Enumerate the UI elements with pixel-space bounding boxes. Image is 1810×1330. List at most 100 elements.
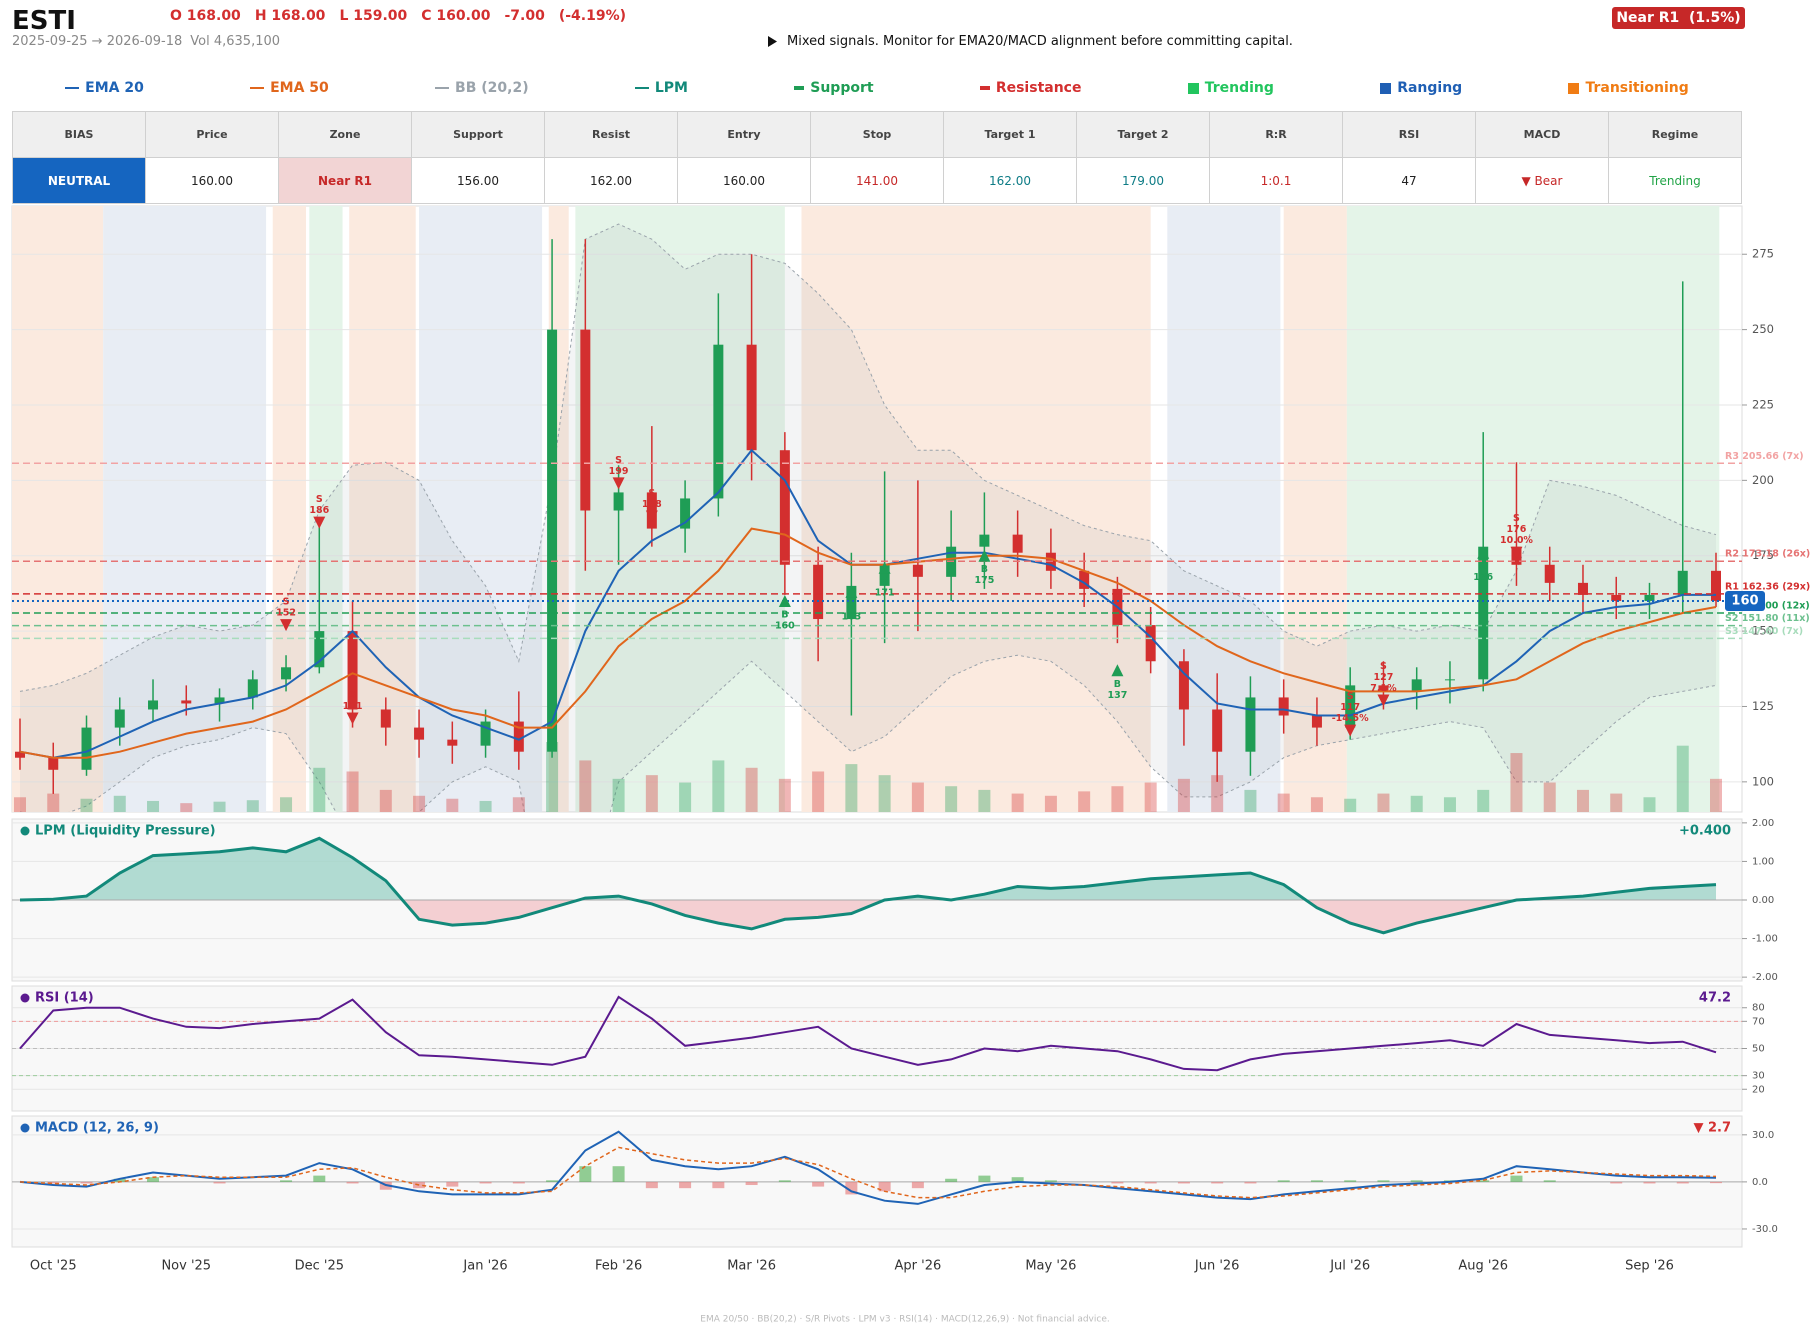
candle-body [347, 631, 358, 710]
histogram-bar [512, 1181, 525, 1184]
legend-item: BB (20,2) [435, 80, 529, 96]
current-value: +0.400 [1679, 824, 1731, 839]
title-dot [20, 993, 30, 1003]
histogram-bar [812, 1181, 825, 1187]
y-tick-label: 80 [1752, 1003, 1765, 1014]
signal-label: S [349, 690, 356, 701]
histogram-bar [778, 1180, 791, 1182]
signal-label: 127 [1374, 672, 1394, 683]
histogram-bar [645, 1181, 658, 1189]
volume-bar [379, 789, 392, 812]
date-range: 2025-09-25 → 2026-09-18 [12, 34, 183, 49]
legend-item: Transitioning [1568, 80, 1689, 96]
volume-bar [1211, 775, 1224, 812]
signal-label: B [781, 609, 788, 620]
candle-body [1711, 570, 1721, 601]
signal-label: 137 [1107, 690, 1127, 701]
volume-bar [413, 795, 426, 812]
bollinger-line [19, 223, 1717, 692]
sell-marker [1510, 546, 1523, 559]
candle-body [1444, 679, 1455, 681]
candle-body [912, 564, 923, 577]
header-cell: Target 2 [1076, 111, 1210, 158]
y-tick-label: 225 [1752, 397, 1774, 411]
histogram-bar [1377, 1180, 1390, 1182]
candle-body [1345, 685, 1356, 728]
y-tick-label: -2.00 [1752, 972, 1778, 983]
volume: Vol 4,635,100 [190, 34, 281, 49]
candle-body [1411, 679, 1422, 692]
legend-glyph [979, 86, 990, 90]
candle-body [114, 709, 125, 728]
y-tick-label: 50 [1752, 1044, 1765, 1055]
histogram-bar [978, 1175, 991, 1182]
signal-label: 171 [875, 587, 895, 598]
candle-body [1311, 715, 1322, 728]
legend-item: Resistance [979, 80, 1081, 96]
bollinger-fill [20, 224, 1716, 812]
volume-bar [1443, 797, 1456, 812]
data-cell: NEUTRAL [12, 157, 146, 204]
legend-label: EMA 20 [85, 80, 144, 96]
candle-body [846, 585, 857, 620]
volume-bar [1011, 793, 1024, 812]
volume-bar [512, 797, 525, 812]
change-pct: (-4.19%) [558, 8, 626, 24]
y-tick-label: 100 [1752, 774, 1774, 788]
legend-glyph [65, 87, 80, 89]
legend-label: Ranging [1397, 80, 1463, 96]
buy-marker [1111, 664, 1124, 677]
buy-marker [978, 549, 991, 562]
header-cell: BIAS [12, 111, 146, 158]
signal-label: -14.5% [1332, 713, 1369, 724]
histogram-bar [80, 1181, 93, 1184]
signal-label: 160 [775, 620, 795, 631]
y-tick-label: 30 [1752, 1071, 1765, 1082]
signal-label: S [1380, 661, 1387, 672]
signal-label: 176 [1473, 572, 1493, 583]
buy-marker [1477, 546, 1490, 559]
legend-label: BB (20,2) [455, 80, 529, 96]
candle-body [148, 700, 159, 710]
x-tick-label: Feb '26 [595, 1259, 642, 1274]
open: O 168.00 [170, 8, 241, 24]
header-cell: Stop [810, 111, 944, 158]
close: C 160.00 [421, 8, 491, 24]
range: 2025-09-25 → 2026-09-18 Vol 4,635,100 [12, 34, 288, 49]
candle-body [979, 534, 990, 547]
signal-label: B [981, 564, 988, 575]
level-label: S3 147.60 (7x) [1725, 626, 1803, 637]
x-tick-label: Jul '26 [1329, 1259, 1370, 1274]
zone-badge: Near R1 (1.5%) [1612, 7, 1745, 29]
data-cell: 141.00 [810, 157, 944, 204]
histogram-bar [1011, 1177, 1024, 1182]
y-tick-label: 150 [1752, 624, 1774, 638]
data-cell: 162.00 [544, 157, 678, 204]
signal-label: 188 [642, 499, 662, 510]
regime-band [1167, 206, 1281, 812]
last-price-label: 160 [1731, 593, 1758, 608]
candle-body [513, 721, 524, 752]
volume-bar [1277, 793, 1290, 812]
candle-body [580, 329, 591, 511]
histogram-bar [1244, 1181, 1257, 1184]
histogram-bar [1410, 1180, 1423, 1182]
volume-bar [1310, 797, 1323, 812]
volume-bar [479, 800, 492, 812]
histogram-bar [1710, 1181, 1722, 1184]
y-tick-label: 0.0 [1752, 1177, 1768, 1188]
histogram-bar [745, 1181, 758, 1186]
volume-bar [1477, 789, 1490, 812]
histogram-bar [1111, 1181, 1124, 1184]
plot-area [12, 995, 1742, 1090]
candle-body [1212, 709, 1223, 752]
signal-label: S [283, 597, 290, 608]
histogram-bar [712, 1181, 725, 1189]
volume-bar [180, 803, 193, 812]
y-tick-label: 20 [1752, 1084, 1765, 1095]
signal-label: 121 [343, 701, 363, 712]
candle-body [713, 344, 724, 499]
volume-bar [1111, 786, 1124, 812]
last-price-badge [1725, 590, 1765, 611]
